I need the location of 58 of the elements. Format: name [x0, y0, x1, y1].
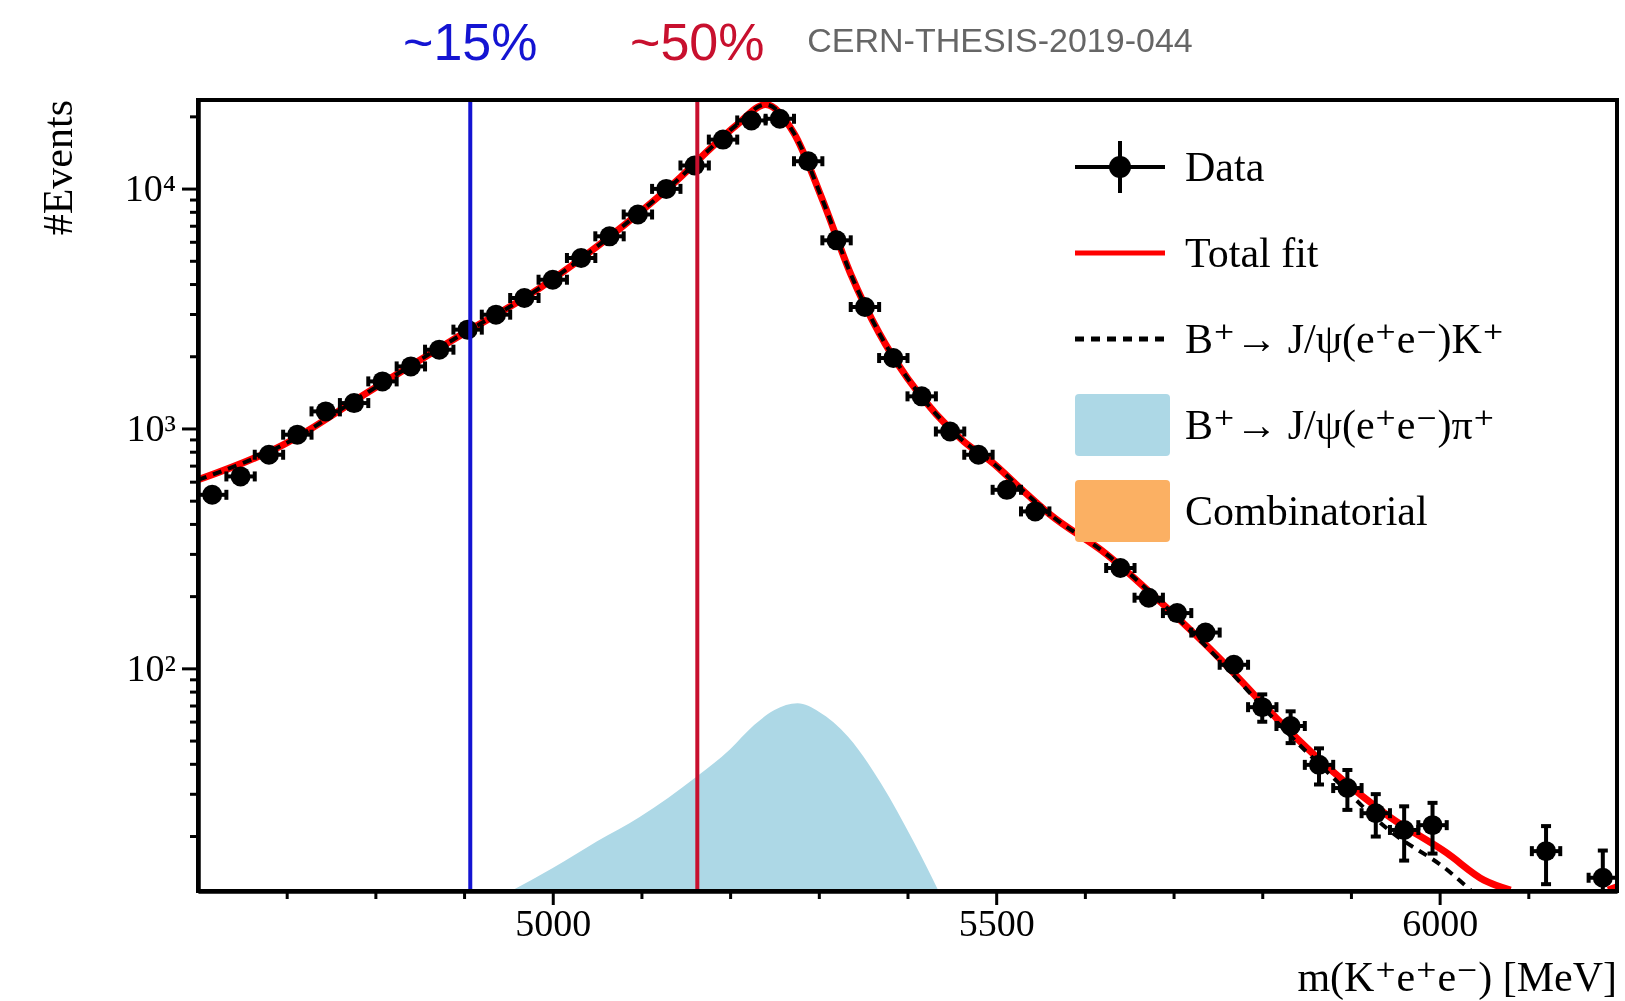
point	[429, 339, 450, 360]
point	[485, 304, 506, 325]
point	[1422, 815, 1443, 836]
point	[287, 424, 308, 445]
point	[372, 371, 393, 392]
point	[1536, 841, 1557, 862]
point	[1195, 622, 1216, 643]
y-tick-label: 10³	[126, 407, 176, 450]
x-tick-label: 5500	[958, 901, 1035, 944]
legend-label: B⁺→ J/ψ(e⁺e⁻)π⁺	[1185, 402, 1495, 449]
point	[854, 296, 875, 317]
point	[826, 230, 847, 251]
text: ~50%	[630, 13, 765, 71]
legend-label: Combinatorial	[1185, 488, 1428, 534]
point	[400, 356, 421, 377]
point	[1138, 587, 1159, 608]
point	[202, 484, 223, 505]
point	[1337, 778, 1358, 799]
point	[258, 444, 279, 465]
legend-label: B⁺→ J/ψ(e⁺e⁻)K⁺	[1185, 316, 1505, 363]
text: ~15%	[403, 13, 538, 71]
point	[542, 269, 563, 290]
point	[1252, 697, 1273, 718]
point	[769, 108, 790, 129]
point	[940, 421, 961, 442]
point	[344, 393, 365, 414]
point	[656, 178, 677, 199]
y-axis-title: #Events	[35, 100, 81, 236]
point	[968, 444, 989, 465]
point	[798, 151, 819, 172]
x-tick-label: 6000	[1402, 901, 1479, 944]
point	[1394, 819, 1415, 840]
point	[1167, 603, 1188, 624]
point	[911, 386, 932, 407]
legend-label: Data	[1185, 144, 1265, 190]
point	[713, 129, 734, 150]
point	[1025, 501, 1046, 522]
point	[741, 110, 762, 131]
y-tick-label: 10²	[126, 647, 176, 690]
point	[1365, 803, 1386, 824]
point	[571, 247, 592, 268]
x-tick-label: 5000	[515, 901, 592, 944]
legend-label: Total fit	[1185, 230, 1319, 276]
point	[514, 287, 535, 308]
point	[627, 204, 648, 225]
point	[1110, 558, 1131, 579]
point	[599, 226, 620, 247]
point	[1309, 754, 1330, 775]
point	[1223, 654, 1244, 675]
point	[883, 348, 904, 369]
y-tick-label: 10⁴	[124, 167, 176, 210]
point	[996, 479, 1017, 500]
text: CERN-THESIS-2019-044	[807, 21, 1193, 59]
x-axis-title: m(K⁺e⁺e⁻) [MeV]	[1297, 954, 1617, 1001]
point	[315, 401, 336, 422]
point	[1592, 867, 1613, 888]
point	[230, 466, 251, 487]
point	[1280, 716, 1301, 737]
